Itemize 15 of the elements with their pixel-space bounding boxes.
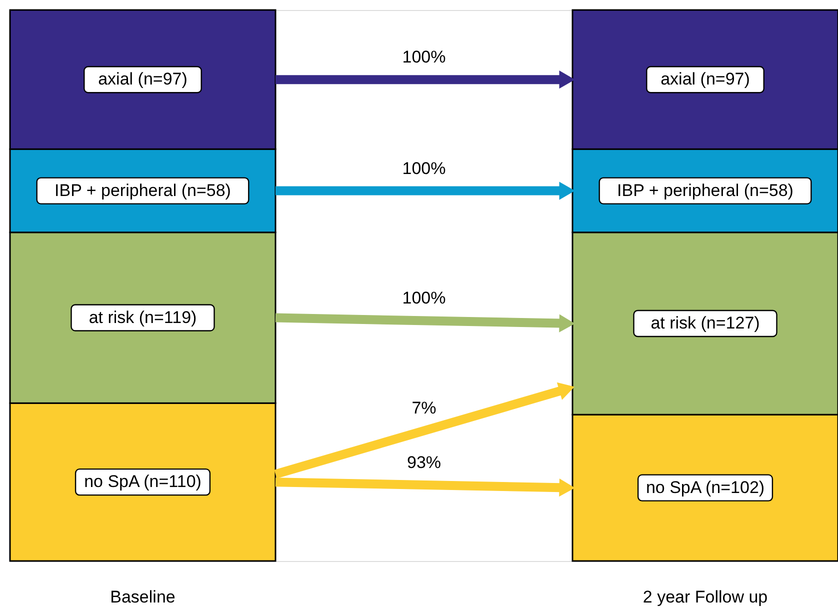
x-tick-label: Baseline: [110, 588, 176, 606]
data-label: at risk (n=127): [650, 314, 760, 333]
data-label: IBP + peripheral (n=58): [54, 180, 231, 200]
annotation: 100%: [402, 158, 446, 178]
annotation: 7%: [412, 398, 436, 418]
data-label: at risk (n=119): [88, 308, 197, 327]
data-label: no SpA (n=110): [84, 472, 202, 492]
data-label: IBP + peripheral (n=58): [617, 180, 794, 200]
data-label: no SpA (n=102): [646, 478, 765, 497]
data-label: axial (n=97): [660, 70, 750, 89]
annotation: 100%: [402, 288, 446, 308]
annotation: 100%: [402, 48, 446, 67]
annotation: 93%: [406, 452, 442, 472]
x-tick-label: 2 year Follow up: [642, 588, 768, 606]
data-label: axial (n=97): [98, 70, 188, 89]
